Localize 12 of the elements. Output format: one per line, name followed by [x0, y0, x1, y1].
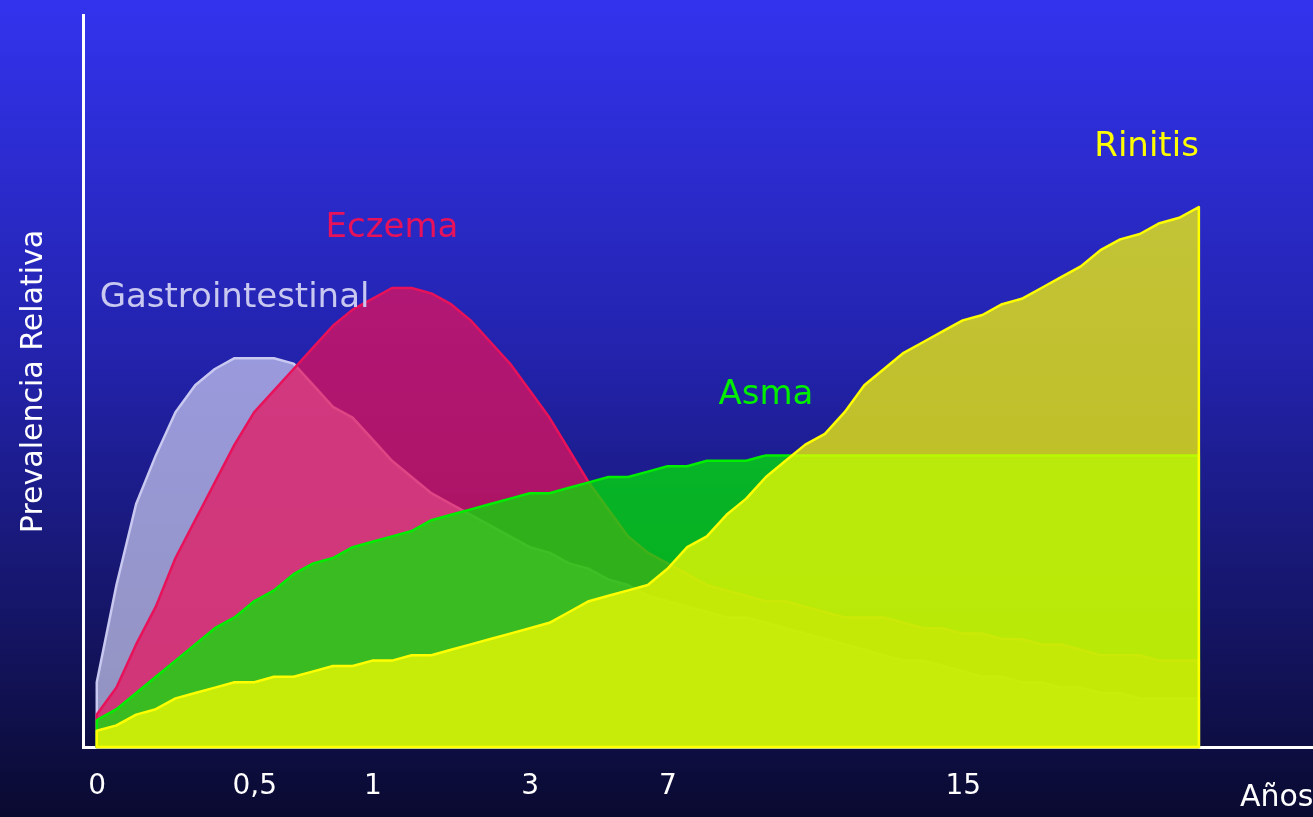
x-tick-label: 3: [521, 767, 540, 801]
x-tick-label: 1: [363, 767, 382, 801]
series-label: Eczema: [325, 205, 459, 245]
x-axis-title: Años: [1239, 777, 1313, 813]
y-axis-title: Prevalencia Relativa: [13, 229, 49, 534]
x-tick-label: 15: [945, 767, 982, 801]
series-label: Gastrointestinal: [99, 275, 370, 316]
x-tick-label: 0,5: [232, 767, 277, 801]
series-label: Rinitis: [1094, 124, 1199, 164]
x-tick-label: 7: [659, 767, 677, 801]
series-label: Asma: [718, 372, 814, 413]
x-tick-label: 0: [88, 767, 107, 801]
